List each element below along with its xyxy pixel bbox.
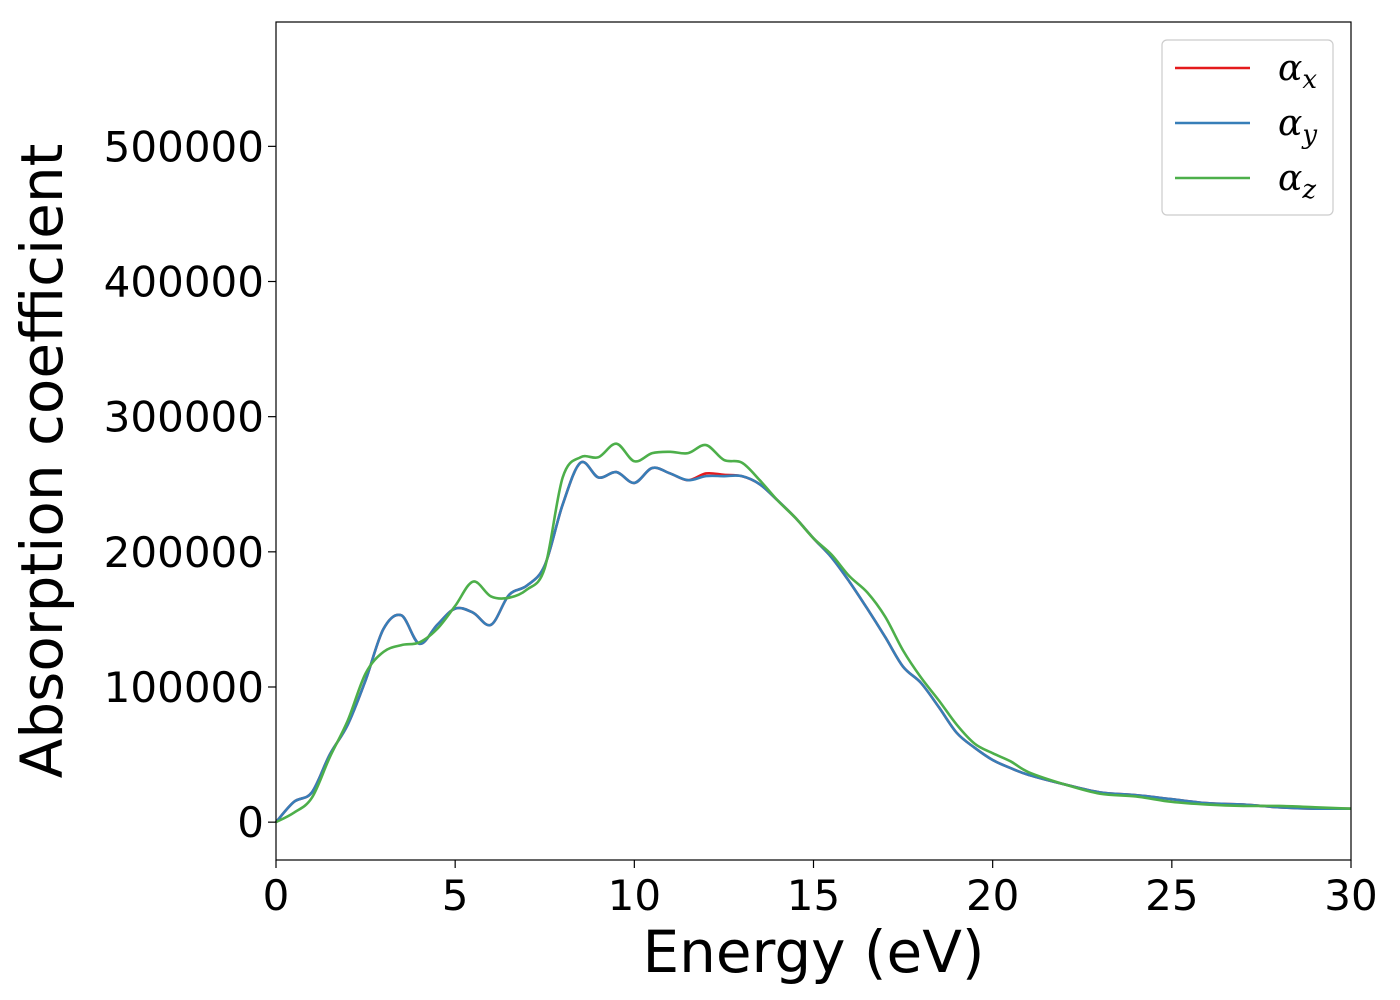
- x-tick-label: 30: [1324, 871, 1377, 920]
- y-tick-label: 200000: [104, 528, 264, 577]
- x-tick-label: 20: [966, 871, 1019, 920]
- series-line-x-0: [275, 460, 1352, 824]
- y-tick-label: 400000: [104, 258, 264, 307]
- y-tick-label: 0: [237, 798, 264, 847]
- legend-label-z: αz: [1278, 158, 1316, 205]
- y-tick-label: 300000: [104, 393, 264, 442]
- x-axis-ticks: 0 5 10 15 20 25 30: [263, 860, 1378, 920]
- legend: αx αy αz: [1161, 39, 1334, 216]
- x-axis-label: Energy (eV): [642, 918, 984, 986]
- y-axis-ticks: 0 100000 200000 300000 400000 500000: [104, 122, 276, 847]
- x-tick-label: 5: [442, 871, 469, 920]
- series-line-z-2: [275, 442, 1352, 824]
- series-line-y-1: [275, 460, 1352, 824]
- x-tick-label: 25: [1145, 871, 1198, 920]
- legend-box: [1161, 39, 1334, 216]
- x-tick-label: 10: [608, 871, 661, 920]
- legend-label-y: αy: [1278, 103, 1317, 150]
- y-axis-label: Absorption coefficient: [8, 144, 76, 779]
- legend-label-x: αx: [1278, 48, 1317, 95]
- x-tick-label: 15: [787, 871, 840, 920]
- y-tick-label: 100000: [104, 663, 264, 712]
- y-tick-label: 500000: [104, 122, 264, 171]
- x-tick-label: 0: [263, 871, 290, 920]
- series-layer: [275, 442, 1352, 824]
